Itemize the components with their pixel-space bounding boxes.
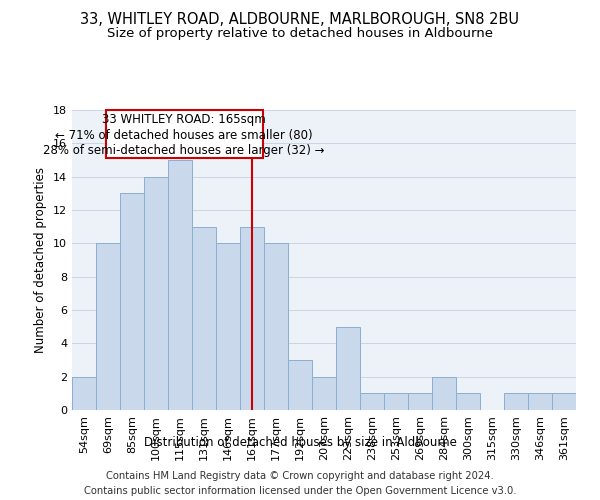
Text: Contains HM Land Registry data © Crown copyright and database right 2024.: Contains HM Land Registry data © Crown c… <box>106 471 494 481</box>
Bar <box>168 160 192 410</box>
Bar <box>528 394 552 410</box>
Bar <box>144 176 168 410</box>
Text: 28% of semi-detached houses are larger (32) →: 28% of semi-detached houses are larger (… <box>43 144 325 158</box>
Bar <box>552 394 576 410</box>
Text: 33 WHITLEY ROAD: 165sqm: 33 WHITLEY ROAD: 165sqm <box>103 112 266 126</box>
Bar <box>408 394 432 410</box>
Bar <box>336 326 360 410</box>
Bar <box>312 376 336 410</box>
Bar <box>432 376 456 410</box>
Text: Contains public sector information licensed under the Open Government Licence v3: Contains public sector information licen… <box>84 486 516 496</box>
Bar <box>504 394 528 410</box>
Bar <box>120 194 144 410</box>
Text: Size of property relative to detached houses in Aldbourne: Size of property relative to detached ho… <box>107 28 493 40</box>
Bar <box>456 394 480 410</box>
Bar <box>106 110 263 158</box>
Bar <box>288 360 312 410</box>
Bar <box>240 226 264 410</box>
Y-axis label: Number of detached properties: Number of detached properties <box>34 167 47 353</box>
Text: Distribution of detached houses by size in Aldbourne: Distribution of detached houses by size … <box>143 436 457 449</box>
Bar <box>192 226 216 410</box>
Bar <box>264 244 288 410</box>
Bar <box>384 394 408 410</box>
Bar <box>72 376 96 410</box>
Text: ← 71% of detached houses are smaller (80): ← 71% of detached houses are smaller (80… <box>55 130 313 142</box>
Text: 33, WHITLEY ROAD, ALDBOURNE, MARLBOROUGH, SN8 2BU: 33, WHITLEY ROAD, ALDBOURNE, MARLBOROUGH… <box>80 12 520 28</box>
Bar <box>216 244 240 410</box>
Bar <box>96 244 120 410</box>
Bar <box>360 394 384 410</box>
